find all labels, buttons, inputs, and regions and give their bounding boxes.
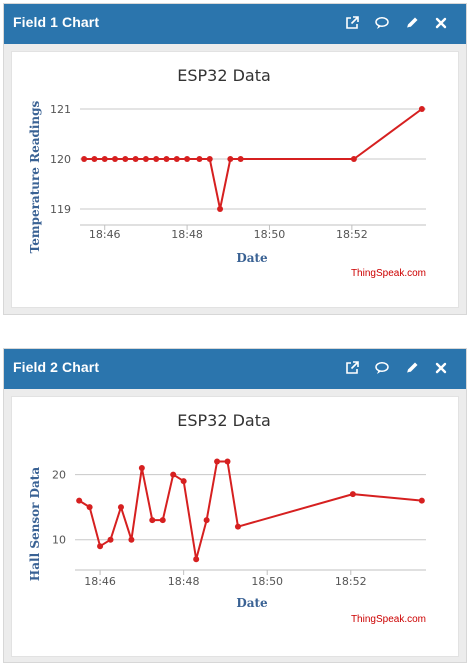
data-point[interactable] [173, 156, 180, 162]
chart-title: ESP32 Data [177, 411, 271, 430]
x-tick-label: 18:46 [84, 575, 116, 588]
data-point[interactable] [163, 156, 170, 162]
x-tick-label: 18:48 [171, 228, 203, 241]
close-icon[interactable] [434, 361, 448, 375]
data-point[interactable] [97, 543, 104, 550]
data-point[interactable] [132, 156, 139, 162]
field-1-chart-widget: Field 1 Chart ESP32 Data Temperature Rea… [3, 3, 467, 315]
data-point[interactable] [153, 156, 160, 162]
data-point[interactable] [227, 156, 234, 162]
data-point[interactable] [81, 156, 88, 162]
data-point[interactable] [149, 517, 156, 524]
data-point[interactable] [349, 491, 356, 498]
chart-panel: ESP32 Data Temperature Readings Date Thi… [11, 51, 459, 308]
y-axis-label: Temperature Readings [28, 100, 42, 253]
thingspeak-credit[interactable]: ThingSpeak.com [351, 268, 426, 279]
data-point[interactable] [350, 156, 357, 162]
data-point[interactable] [418, 497, 425, 504]
x-tick-label: 18:50 [251, 575, 283, 588]
y-tick-label: 119 [50, 203, 71, 216]
data-point[interactable] [142, 156, 149, 162]
close-icon[interactable] [434, 16, 448, 30]
data-point[interactable] [214, 458, 221, 465]
data-point[interactable] [418, 106, 425, 112]
chart-panel: ESP32 Data Hall Sensor Data Date ThingSp… [11, 396, 459, 657]
pencil-icon[interactable] [405, 16, 419, 30]
field-2-chart-widget: Field 2 Chart ESP32 Data Hall Sensor Dat… [3, 348, 467, 663]
widget-header: Field 1 Chart [4, 4, 466, 44]
x-tick-label: 18:52 [336, 228, 368, 241]
data-point[interactable] [170, 471, 177, 478]
grid-lines [80, 108, 426, 226]
widget-title: Field 1 Chart [13, 14, 100, 30]
data-point[interactable] [76, 497, 83, 504]
data-point[interactable] [107, 536, 114, 543]
x-axis-label: Date [236, 596, 268, 610]
data-point[interactable] [101, 156, 108, 162]
x-tick-label: 18:50 [254, 228, 286, 241]
chart-title: ESP32 Data [177, 66, 271, 85]
data-point[interactable] [138, 465, 145, 472]
y-tick-label: 120 [50, 153, 71, 166]
external-link-icon[interactable] [345, 361, 359, 375]
data-point[interactable] [91, 156, 98, 162]
data-point[interactable] [234, 523, 241, 530]
hall-sensor-line-chart: ESP32 Data Hall Sensor Data Date ThingSp… [28, 411, 426, 625]
external-link-icon[interactable] [345, 16, 359, 30]
data-point[interactable] [193, 556, 200, 563]
data-point[interactable] [184, 156, 191, 162]
data-point[interactable] [159, 517, 166, 524]
data-point[interactable] [224, 458, 231, 465]
comment-icon[interactable] [375, 16, 389, 30]
data-point[interactable] [128, 536, 135, 543]
data-point[interactable] [112, 156, 119, 162]
y-tick-label: 10 [52, 534, 66, 547]
temperature-line-chart: ESP32 Data Temperature Readings Date Thi… [28, 66, 426, 279]
widget-title: Field 2 Chart [13, 359, 100, 375]
y-tick-label: 20 [52, 469, 66, 482]
comment-icon[interactable] [375, 361, 389, 375]
data-point[interactable] [86, 504, 93, 511]
data-point[interactable] [117, 504, 124, 511]
y-axis-label: Hall Sensor Data [28, 467, 42, 581]
y-tick-label: 121 [50, 103, 71, 116]
data-point[interactable] [203, 517, 210, 524]
series-line [78, 460, 422, 561]
data-point[interactable] [196, 156, 203, 162]
widget-header: Field 2 Chart [4, 349, 466, 389]
x-tick-label: 18:48 [168, 575, 200, 588]
thingspeak-credit[interactable]: ThingSpeak.com [351, 614, 426, 625]
x-axis-label: Date [236, 251, 268, 265]
data-point[interactable] [237, 156, 244, 162]
data-point[interactable] [180, 478, 187, 485]
x-tick-label: 18:46 [89, 228, 121, 241]
data-point[interactable] [122, 156, 129, 162]
x-tick-label: 18:52 [335, 575, 367, 588]
data-point[interactable] [206, 156, 213, 162]
data-point[interactable] [217, 206, 224, 212]
pencil-icon[interactable] [405, 361, 419, 375]
